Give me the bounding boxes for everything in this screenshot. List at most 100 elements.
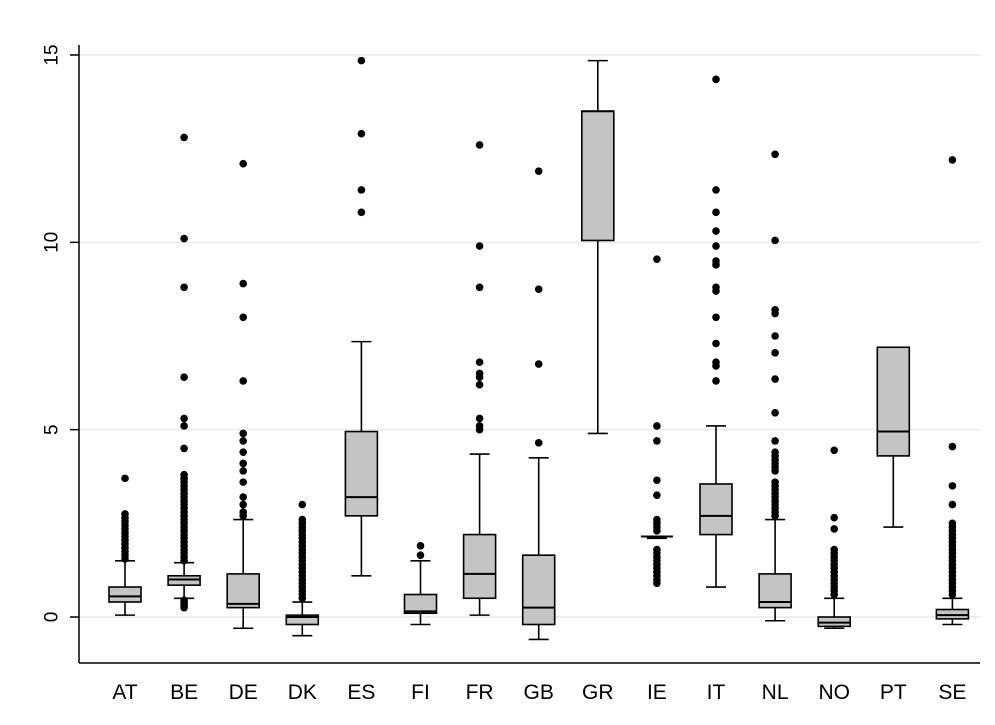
category-labels: AT BE DE DK ES FI FR GB GR IE IT NL NO PT SE [112, 681, 966, 704]
box-be [167, 133, 201, 612]
outlier-dk-0 [298, 500, 307, 509]
outlier-no-0 [830, 446, 838, 455]
outlier-de-10 [239, 493, 247, 501]
outlier-ie-18 [653, 579, 661, 588]
box-gb [521, 167, 556, 641]
iqr-box-dk [285, 614, 320, 626]
outlier-it-6 [712, 261, 720, 269]
outlier-de-7 [239, 459, 247, 468]
outlier-nl-8 [771, 437, 779, 445]
outlier-it-0 [712, 75, 720, 84]
boxes [108, 56, 970, 641]
outlier-ie-4 [653, 491, 661, 500]
outlier-be-30 [180, 557, 188, 565]
outlier-be-35 [180, 603, 188, 612]
outlier-be-5 [180, 422, 188, 430]
outlier-se-1 [948, 442, 957, 451]
box-nl [758, 150, 792, 622]
outlier-es-1 [357, 129, 366, 138]
outlier-es-2 [357, 186, 366, 194]
iqr-box-de [226, 573, 260, 609]
outlier-be-1 [180, 234, 188, 243]
category-label-at: AT [112, 681, 137, 704]
outlier-at-13 [121, 555, 129, 563]
grid-lines [79, 54, 980, 618]
outlier-nl-1 [771, 236, 779, 245]
outlier-fr-1 [475, 242, 484, 250]
box-no [817, 446, 852, 630]
outlier-fr-5 [475, 373, 484, 382]
box-fr [462, 141, 497, 616]
outlier-de-3 [239, 377, 247, 385]
outlier-nl-14 [771, 467, 779, 475]
outlier-be-6 [180, 444, 188, 453]
outlier-fr-7 [475, 414, 484, 423]
outlier-gb-1 [534, 285, 543, 293]
outlier-gb-0 [534, 167, 543, 175]
outlier-it-4 [712, 242, 720, 250]
outlier-nl-5 [771, 349, 779, 357]
box-gr [580, 59, 615, 435]
outlier-be-0 [180, 133, 188, 142]
y-tick-label-0: 0 [42, 612, 63, 623]
outlier-ie-3 [653, 476, 661, 485]
box-es [344, 56, 379, 577]
category-label-ie: IE [647, 681, 667, 704]
outlier-no-2 [830, 525, 838, 533]
y-tick-label-5: 5 [42, 424, 63, 435]
outlier-es-0 [357, 56, 366, 65]
axes [78, 45, 980, 664]
outlier-fi-0 [416, 542, 425, 550]
outlier-nl-3 [771, 309, 779, 318]
outlier-de-6 [239, 448, 247, 456]
outlier-no-1 [830, 513, 838, 522]
outlier-es-3 [357, 208, 366, 217]
outlier-it-10 [712, 339, 720, 348]
outlier-fr-9 [475, 425, 484, 434]
iqr-box-gr [580, 110, 615, 242]
box-fi [403, 542, 438, 626]
box-it [699, 75, 733, 588]
outlier-fi-1 [416, 551, 425, 559]
category-label-fi: FI [411, 681, 430, 704]
category-label-nl: NL [762, 681, 789, 704]
box-ie [640, 255, 673, 588]
category-label-no: NO [818, 681, 850, 704]
outlier-de-11 [239, 500, 247, 509]
category-label-fr: FR [466, 681, 494, 704]
outlier-ie-0 [653, 255, 661, 263]
category-label-gb: GB [524, 681, 554, 704]
outlier-de-8 [239, 467, 247, 475]
outlier-de-4 [239, 429, 247, 438]
outlier-ie-2 [653, 437, 661, 445]
outlier-it-8 [712, 287, 720, 295]
outlier-it-3 [712, 227, 720, 235]
outlier-it-13 [712, 377, 720, 385]
outlier-se-3 [948, 500, 957, 509]
iqr-box-pt [876, 346, 911, 457]
category-label-pt: PT [880, 681, 907, 704]
y-ticks: 0 5 10 15 [42, 44, 79, 623]
outlier-fr-0 [475, 141, 484, 149]
outlier-nl-6 [771, 375, 779, 383]
category-label-be: BE [170, 681, 198, 704]
outlier-gb-3 [534, 438, 543, 447]
outlier-se-0 [948, 156, 957, 164]
category-label-es: ES [347, 681, 375, 704]
outlier-de-0 [239, 159, 247, 168]
category-label-se: SE [938, 681, 966, 704]
outlier-dk-22 [298, 594, 307, 603]
box-dk [285, 500, 320, 637]
box-se [935, 156, 970, 626]
outlier-it-12 [712, 362, 720, 370]
outlier-nl-0 [771, 150, 779, 159]
outlier-de-9 [239, 478, 247, 486]
outlier-de-1 [239, 279, 247, 288]
category-label-dk: DK [288, 681, 317, 704]
outlier-se-23 [948, 590, 957, 599]
outlier-fr-3 [475, 358, 484, 367]
outlier-no-15 [830, 590, 838, 599]
category-label-de: DE [229, 681, 258, 704]
iqr-box-at [108, 586, 142, 603]
